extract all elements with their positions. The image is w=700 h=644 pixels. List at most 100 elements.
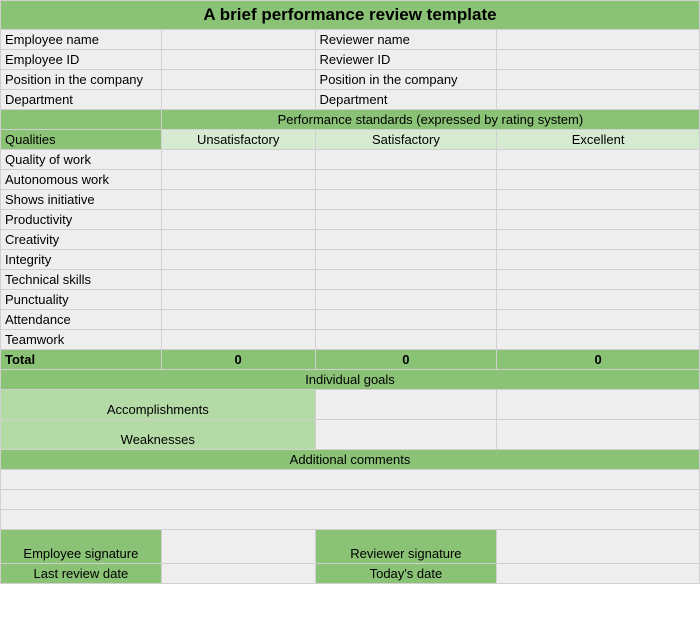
quality-row: Productivity (1, 210, 700, 230)
rating-cell[interactable] (497, 310, 700, 330)
rating-cell[interactable] (161, 230, 315, 250)
meta-value-right[interactable] (497, 90, 700, 110)
standards-header-row: Performance standards (expressed by rati… (1, 110, 700, 130)
qualities-header-row: Qualities Unsatisfactory Satisfactory Ex… (1, 130, 700, 150)
rating-cell[interactable] (315, 250, 497, 270)
goals-cell[interactable] (315, 390, 497, 420)
rating-cell[interactable] (315, 230, 497, 250)
quality-row: Quality of work (1, 150, 700, 170)
standards-header-blank (1, 110, 162, 130)
quality-label: Technical skills (1, 270, 162, 290)
rating-cell[interactable] (497, 230, 700, 250)
quality-label: Attendance (1, 310, 162, 330)
quality-label: Shows initiative (1, 190, 162, 210)
meta-row: Position in the company Position in the … (1, 70, 700, 90)
quality-row: Teamwork (1, 330, 700, 350)
additional-comments-header-row: Additional comments (1, 450, 700, 470)
standards-header: Performance standards (expressed by rati… (161, 110, 699, 130)
rating-cell[interactable] (161, 270, 315, 290)
meta-value-left[interactable] (161, 70, 315, 90)
rating-cell[interactable] (497, 190, 700, 210)
meta-label-left: Employee ID (1, 50, 162, 70)
meta-row: Employee ID Reviewer ID (1, 50, 700, 70)
quality-row: Autonomous work (1, 170, 700, 190)
meta-value-right[interactable] (497, 30, 700, 50)
goals-cell[interactable] (497, 390, 700, 420)
comments-row (1, 490, 700, 510)
comments-cell[interactable] (1, 490, 700, 510)
review-table: A brief performance review template Empl… (0, 0, 700, 584)
qualities-col-label: Qualities (1, 130, 162, 150)
rating-level: Excellent (497, 130, 700, 150)
reviewer-signature-label: Reviewer signature (315, 530, 497, 564)
total-value: 0 (161, 350, 315, 370)
rating-cell[interactable] (161, 170, 315, 190)
total-value: 0 (315, 350, 497, 370)
individual-goals-header-row: Individual goals (1, 370, 700, 390)
goals-label: Accomplishments (1, 390, 316, 420)
rating-cell[interactable] (497, 290, 700, 310)
employee-signature-label: Employee signature (1, 530, 162, 564)
rating-cell[interactable] (497, 150, 700, 170)
rating-cell[interactable] (161, 250, 315, 270)
goals-label: Weaknesses (1, 420, 316, 450)
rating-cell[interactable] (315, 290, 497, 310)
rating-cell[interactable] (497, 210, 700, 230)
meta-label-right: Reviewer name (315, 30, 497, 50)
rating-cell[interactable] (161, 190, 315, 210)
rating-cell[interactable] (315, 210, 497, 230)
rating-cell[interactable] (497, 250, 700, 270)
rating-cell[interactable] (315, 150, 497, 170)
rating-cell[interactable] (497, 270, 700, 290)
quality-label: Quality of work (1, 150, 162, 170)
rating-cell[interactable] (315, 310, 497, 330)
todays-date-field[interactable] (497, 564, 700, 584)
quality-label: Teamwork (1, 330, 162, 350)
additional-comments-header: Additional comments (1, 450, 700, 470)
quality-row: Punctuality (1, 290, 700, 310)
rating-cell[interactable] (315, 190, 497, 210)
meta-value-right[interactable] (497, 70, 700, 90)
rating-cell[interactable] (497, 170, 700, 190)
goals-row: Weaknesses (1, 420, 700, 450)
last-review-date-field[interactable] (161, 564, 315, 584)
date-row: Last review date Today's date (1, 564, 700, 584)
quality-label: Creativity (1, 230, 162, 250)
total-label: Total (1, 350, 162, 370)
todays-date-label: Today's date (315, 564, 497, 584)
quality-label: Punctuality (1, 290, 162, 310)
quality-label: Productivity (1, 210, 162, 230)
comments-cell[interactable] (1, 510, 700, 530)
page-title: A brief performance review template (1, 1, 700, 30)
rating-cell[interactable] (161, 210, 315, 230)
comments-cell[interactable] (1, 470, 700, 490)
quality-row: Creativity (1, 230, 700, 250)
reviewer-signature-field[interactable] (497, 530, 700, 564)
rating-cell[interactable] (315, 170, 497, 190)
rating-level: Satisfactory (315, 130, 497, 150)
goals-cell[interactable] (315, 420, 497, 450)
rating-cell[interactable] (161, 290, 315, 310)
title-row: A brief performance review template (1, 1, 700, 30)
rating-cell[interactable] (315, 330, 497, 350)
meta-value-right[interactable] (497, 50, 700, 70)
employee-signature-field[interactable] (161, 530, 315, 564)
rating-cell[interactable] (161, 330, 315, 350)
rating-cell[interactable] (315, 270, 497, 290)
meta-label-right: Department (315, 90, 497, 110)
last-review-date-label: Last review date (1, 564, 162, 584)
rating-cell[interactable] (497, 330, 700, 350)
meta-value-left[interactable] (161, 90, 315, 110)
meta-value-left[interactable] (161, 50, 315, 70)
meta-value-left[interactable] (161, 30, 315, 50)
total-value: 0 (497, 350, 700, 370)
rating-cell[interactable] (161, 150, 315, 170)
rating-cell[interactable] (161, 310, 315, 330)
meta-label-left: Position in the company (1, 70, 162, 90)
goals-row: Accomplishments (1, 390, 700, 420)
rating-level: Unsatisfactory (161, 130, 315, 150)
meta-label-right: Reviewer ID (315, 50, 497, 70)
quality-label: Integrity (1, 250, 162, 270)
meta-label-left: Employee name (1, 30, 162, 50)
goals-cell[interactable] (497, 420, 700, 450)
